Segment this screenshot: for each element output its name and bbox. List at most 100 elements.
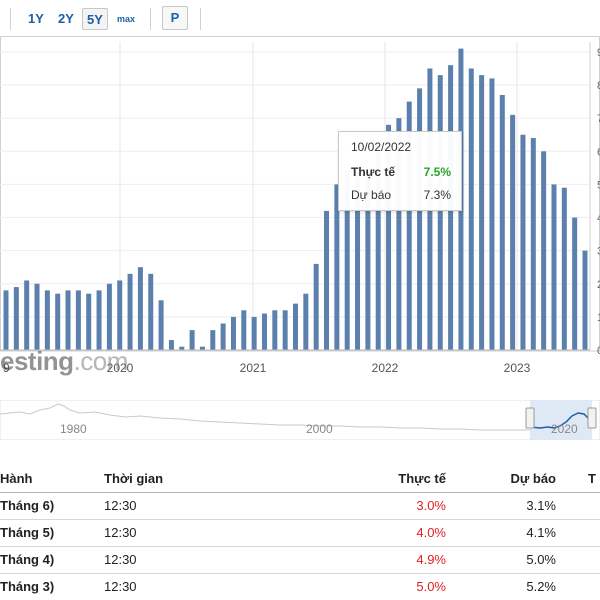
bar[interactable] (520, 134, 526, 350)
bar[interactable] (272, 310, 278, 350)
bar[interactable] (489, 78, 495, 351)
bar[interactable] (541, 151, 547, 350)
row-forecast: 4.1% (450, 519, 560, 547)
bar[interactable] (375, 144, 381, 350)
bar[interactable] (34, 283, 40, 350)
navigator-selection[interactable] (530, 400, 592, 440)
bar[interactable] (241, 310, 247, 350)
bar[interactable] (117, 280, 123, 350)
navigator-history-line (0, 403, 530, 431)
bar[interactable] (282, 310, 288, 350)
investing-watermark: esting.com (0, 346, 128, 377)
row-name: Tháng 5) (0, 519, 100, 547)
bar[interactable] (86, 293, 92, 350)
watermark-suffix: .com (73, 346, 129, 376)
bar[interactable] (210, 330, 216, 350)
bar[interactable] (313, 263, 319, 350)
row-name: Tháng 3) (0, 573, 100, 600)
navigator-chart[interactable]: 1980 2000 2020 (0, 400, 600, 440)
bar[interactable] (189, 330, 195, 350)
bar[interactable] (303, 293, 309, 350)
bar[interactable] (334, 184, 340, 350)
bar[interactable] (3, 290, 9, 350)
bar[interactable] (396, 118, 402, 350)
table-row[interactable]: Tháng 3) 12:30 5.0% 5.2% (0, 573, 600, 600)
bar[interactable] (13, 287, 19, 350)
bar[interactable] (510, 114, 516, 350)
header-actual[interactable]: Thực tế (370, 466, 450, 493)
header-time[interactable]: Thời gian (100, 466, 370, 493)
table-header-row: Hành Thời gian Thực tế Dự báo T (0, 466, 600, 493)
bar[interactable] (55, 293, 61, 350)
bar[interactable] (127, 273, 133, 350)
row-previous (560, 573, 600, 600)
range-5y-button[interactable]: 5Y (82, 8, 108, 30)
bar[interactable] (355, 171, 361, 350)
bar[interactable] (220, 323, 226, 350)
navigator-right-handle[interactable] (587, 407, 597, 429)
bar[interactable] (344, 171, 350, 350)
bar[interactable] (417, 88, 423, 350)
bar[interactable] (261, 313, 267, 350)
watermark-text: esting (0, 346, 74, 376)
bar[interactable] (530, 138, 536, 350)
x-tick-label: 9 (3, 361, 10, 375)
bar[interactable] (230, 316, 236, 350)
bar[interactable] (44, 290, 50, 350)
range-1y-button[interactable]: 1Y (28, 11, 44, 26)
bar[interactable] (572, 217, 578, 350)
bar[interactable] (75, 290, 81, 350)
bar[interactable] (148, 273, 154, 350)
bar[interactable] (561, 187, 567, 350)
bar[interactable] (499, 94, 505, 350)
bar[interactable] (365, 171, 371, 350)
range-2y-button[interactable]: 2Y (58, 11, 74, 26)
row-previous (560, 519, 600, 547)
bar[interactable] (479, 75, 485, 350)
table-row[interactable]: Tháng 6) 12:30 3.0% 3.1% (0, 492, 600, 520)
tooltip-forecast-row: Dự báo 7.3% (351, 188, 451, 202)
table-row[interactable]: Tháng 5) 12:30 4.0% 4.1% (0, 519, 600, 547)
range-max-button[interactable]: max (116, 14, 135, 24)
y-tick-label: 6 (597, 146, 600, 158)
navigator-left-handle[interactable] (525, 407, 535, 429)
header-previous[interactable]: T (560, 466, 600, 493)
bar[interactable] (96, 290, 102, 350)
p-button[interactable]: P (162, 6, 188, 30)
navigator-frame (0, 400, 600, 440)
bar[interactable] (106, 283, 112, 350)
header-name[interactable]: Hành (0, 466, 100, 493)
table-row[interactable]: Tháng 4) 12:30 4.9% 5.0% (0, 546, 600, 574)
row-previous (560, 492, 600, 520)
bar[interactable] (179, 346, 185, 350)
bar[interactable] (386, 124, 392, 350)
range-navigator[interactable]: 1980 2000 2020 (0, 400, 600, 440)
bar[interactable] (158, 300, 164, 350)
bar[interactable] (65, 290, 71, 350)
chart-area[interactable]: 0 1 2 3 4 5 6 7 8 9 9 2020 2021 2022 2023 esting.com (0, 36, 600, 382)
row-name: Tháng 4) (0, 546, 100, 574)
row-actual: 4.0% (370, 519, 450, 547)
chart-toolbar: 1Y 2Y 5Y max P (0, 0, 600, 36)
bar[interactable] (24, 280, 30, 350)
bar[interactable] (251, 316, 257, 350)
toolbar-separator (150, 8, 151, 30)
row-forecast: 5.0% (450, 546, 560, 574)
row-previous (560, 546, 600, 574)
bar[interactable] (199, 346, 205, 350)
bar[interactable] (582, 250, 588, 350)
row-time: 12:30 (100, 546, 370, 574)
bar[interactable] (437, 75, 443, 350)
bar[interactable] (137, 267, 143, 350)
bar-chart[interactable]: 0 1 2 3 4 5 6 7 8 9 9 2020 2021 2022 2023 (0, 36, 600, 382)
bar[interactable] (406, 101, 412, 350)
bar[interactable] (168, 340, 174, 350)
bar[interactable] (551, 184, 557, 350)
header-forecast[interactable]: Dự báo (450, 466, 560, 493)
tooltip-actual-label: Thực tế (351, 165, 396, 179)
bar[interactable] (293, 303, 298, 350)
y-tick-label: 2 (597, 279, 600, 291)
bar[interactable] (468, 68, 474, 351)
bar[interactable] (324, 210, 330, 350)
tooltip-forecast-value: 7.3% (423, 188, 451, 202)
